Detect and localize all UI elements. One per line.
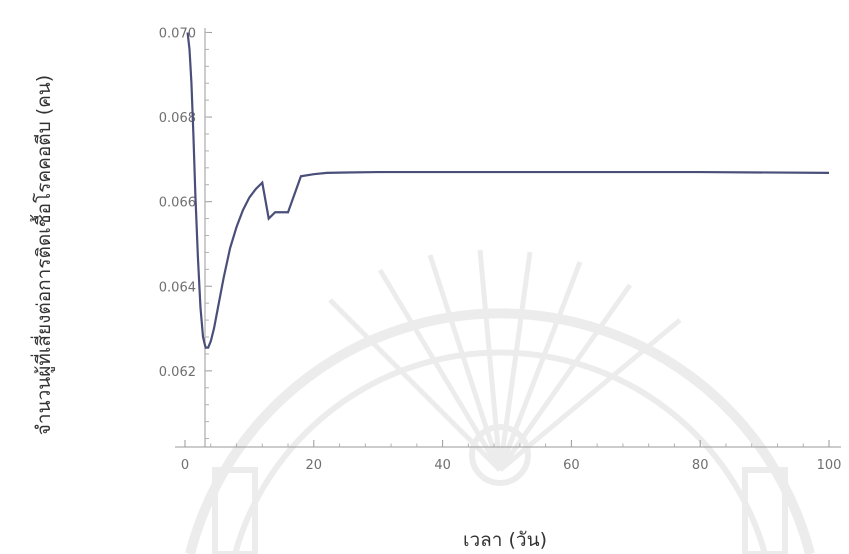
x-tick-label: 20 (306, 458, 323, 473)
x-tick-label: 0 (181, 458, 189, 473)
y-tick-label: 0.064 (159, 280, 196, 295)
series-line (186, 32, 830, 349)
y-tick-label: 0.062 (159, 365, 196, 380)
ticks: 0 20 40 60 80 100 0.062 0.064 0.066 0.068 0.070 (159, 26, 842, 473)
x-tick-label: 40 (434, 458, 451, 473)
y-axis-title: จำนวนผู้ที่เสี่ยงต่อการติดเชื้อโรคคอตีบ … (30, 75, 55, 435)
x-axis-title: เวลา (วัน) (463, 529, 547, 551)
x-tick-label: 100 (817, 458, 842, 473)
x-tick-label: 80 (692, 458, 709, 473)
y-tick-label: 0.066 (159, 196, 196, 211)
x-tick-label: 60 (563, 458, 580, 473)
y-tick-label: 0.070 (159, 26, 196, 41)
axes (175, 28, 841, 448)
y-tick-label: 0.068 (159, 111, 196, 126)
watermark-emblem-icon (185, 249, 815, 554)
